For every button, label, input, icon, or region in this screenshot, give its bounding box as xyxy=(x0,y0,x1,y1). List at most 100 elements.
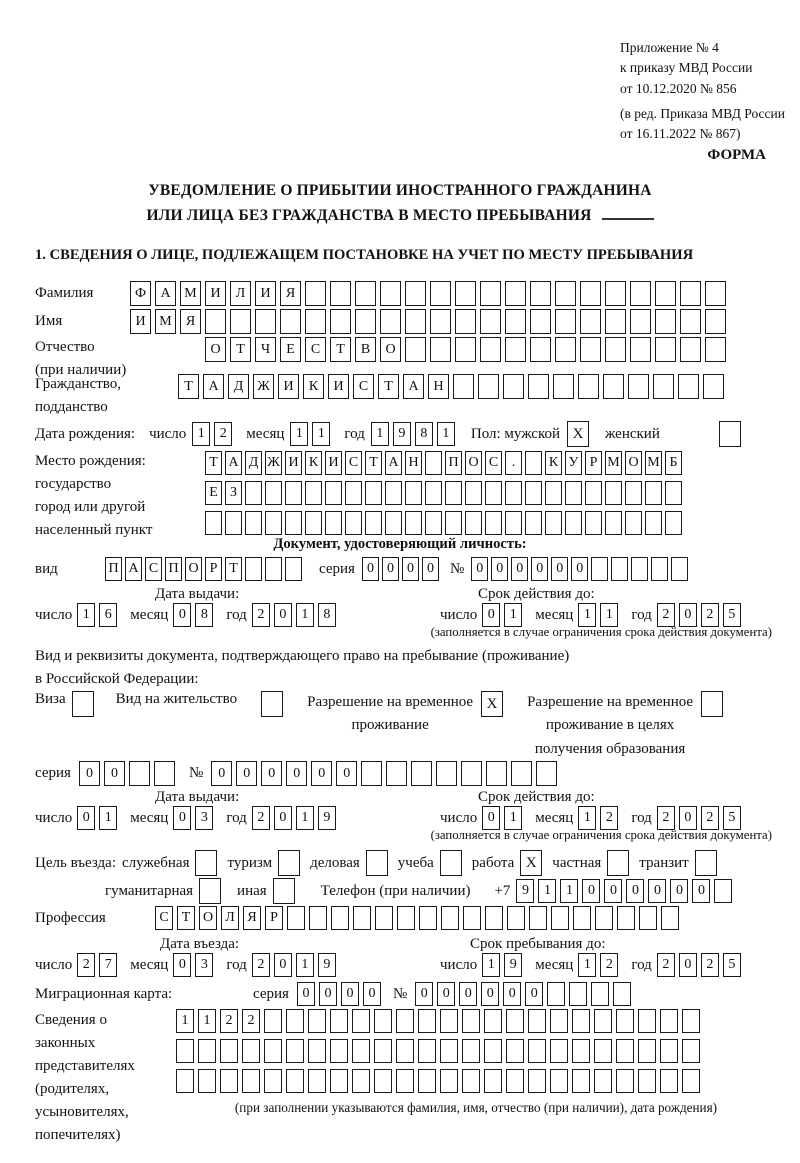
char-cell[interactable] xyxy=(616,1009,634,1033)
char-cell[interactable] xyxy=(355,309,376,334)
char-cell[interactable]: 0 xyxy=(236,761,258,786)
char-cell[interactable]: 1 xyxy=(578,953,597,977)
char-cell[interactable] xyxy=(530,309,551,334)
rvp-checkbox[interactable]: X xyxy=(481,691,504,717)
char-cell[interactable]: 1 xyxy=(578,806,597,830)
char-cell[interactable]: 2 xyxy=(656,953,675,977)
char-cell[interactable]: Л xyxy=(230,281,251,306)
char-cell[interactable]: 0 xyxy=(286,761,308,786)
char-cell[interactable]: 6 xyxy=(99,603,118,627)
char-cell[interactable]: 0 xyxy=(525,982,544,1006)
char-cell[interactable]: О xyxy=(625,451,642,475)
char-cell[interactable]: 0 xyxy=(678,953,697,977)
char-cell[interactable] xyxy=(545,481,562,505)
char-cell[interactable]: 8 xyxy=(195,603,214,627)
char-cell[interactable]: М xyxy=(605,451,622,475)
char-cell[interactable]: 0 xyxy=(678,806,697,830)
char-cell[interactable] xyxy=(176,1039,194,1063)
char-cell[interactable]: 9 xyxy=(317,806,336,830)
char-cell[interactable] xyxy=(528,1069,546,1093)
char-cell[interactable]: 0 xyxy=(103,761,125,786)
char-cell[interactable]: Т xyxy=(230,337,251,362)
char-cell[interactable] xyxy=(225,511,242,535)
char-cell[interactable] xyxy=(361,761,383,786)
char-cell[interactable] xyxy=(594,1009,612,1033)
char-cell[interactable] xyxy=(665,481,682,505)
char-cell[interactable]: С xyxy=(353,374,374,399)
char-cell[interactable] xyxy=(308,1039,326,1063)
char-cell[interactable]: 0 xyxy=(261,761,283,786)
char-cell[interactable]: 0 xyxy=(678,603,697,627)
char-cell[interactable]: И xyxy=(255,281,276,306)
char-cell[interactable]: Т xyxy=(177,906,195,930)
char-cell[interactable]: О xyxy=(205,337,226,362)
char-cell[interactable] xyxy=(385,511,402,535)
char-cell[interactable] xyxy=(528,1009,546,1033)
char-cell[interactable]: 0 xyxy=(273,806,292,830)
char-cell[interactable]: Р xyxy=(585,451,602,475)
char-cell[interactable] xyxy=(551,906,569,930)
char-cell[interactable]: 0 xyxy=(531,557,549,581)
char-cell[interactable] xyxy=(405,337,426,362)
char-cell[interactable] xyxy=(591,557,609,581)
char-cell[interactable] xyxy=(352,1039,370,1063)
char-cell[interactable]: 0 xyxy=(401,557,419,581)
char-cell[interactable]: О xyxy=(380,337,401,362)
char-cell[interactable] xyxy=(682,1039,700,1063)
char-cell[interactable] xyxy=(680,309,701,334)
char-cell[interactable] xyxy=(550,1039,568,1063)
char-cell[interactable] xyxy=(653,374,674,399)
char-cell[interactable] xyxy=(264,1009,282,1033)
purpose-work-checkbox[interactable]: X xyxy=(520,850,543,876)
char-cell[interactable] xyxy=(330,309,351,334)
char-cell[interactable] xyxy=(555,337,576,362)
char-cell[interactable] xyxy=(630,281,651,306)
char-cell[interactable]: Б xyxy=(665,451,682,475)
char-cell[interactable] xyxy=(595,906,613,930)
char-cell[interactable]: 1 xyxy=(198,1009,216,1033)
char-cell[interactable] xyxy=(485,511,502,535)
char-cell[interactable] xyxy=(638,1009,656,1033)
char-cell[interactable] xyxy=(365,511,382,535)
char-cell[interactable]: 0 xyxy=(551,557,569,581)
char-cell[interactable]: 1 xyxy=(538,879,557,903)
char-cell[interactable] xyxy=(660,1009,678,1033)
char-cell[interactable]: 1 xyxy=(295,806,314,830)
char-cell[interactable] xyxy=(365,481,382,505)
representatives-input-line2[interactable] xyxy=(176,1039,704,1063)
char-cell[interactable] xyxy=(128,761,150,786)
char-cell[interactable] xyxy=(660,1069,678,1093)
char-cell[interactable] xyxy=(396,1009,414,1033)
char-cell[interactable]: 0 xyxy=(273,603,292,627)
char-cell[interactable]: А xyxy=(403,374,424,399)
char-cell[interactable] xyxy=(345,481,362,505)
char-cell[interactable] xyxy=(506,1039,524,1063)
char-cell[interactable]: 0 xyxy=(626,879,645,903)
char-cell[interactable]: С xyxy=(345,451,362,475)
char-cell[interactable] xyxy=(396,1069,414,1093)
char-cell[interactable]: С xyxy=(145,557,162,581)
char-cell[interactable] xyxy=(405,481,422,505)
char-cell[interactable]: 3 xyxy=(195,953,214,977)
char-cell[interactable] xyxy=(580,281,601,306)
char-cell[interactable]: С xyxy=(305,337,326,362)
char-cell[interactable] xyxy=(308,1009,326,1033)
char-cell[interactable]: 7 xyxy=(99,953,118,977)
char-cell[interactable] xyxy=(418,1009,436,1033)
char-cell[interactable] xyxy=(505,481,522,505)
char-cell[interactable]: 0 xyxy=(381,557,399,581)
char-cell[interactable]: 0 xyxy=(692,879,711,903)
char-cell[interactable] xyxy=(309,906,327,930)
char-cell[interactable] xyxy=(573,906,591,930)
char-cell[interactable] xyxy=(661,906,679,930)
char-cell[interactable]: 9 xyxy=(392,422,411,446)
char-cell[interactable] xyxy=(572,1009,590,1033)
char-cell[interactable] xyxy=(613,982,632,1006)
